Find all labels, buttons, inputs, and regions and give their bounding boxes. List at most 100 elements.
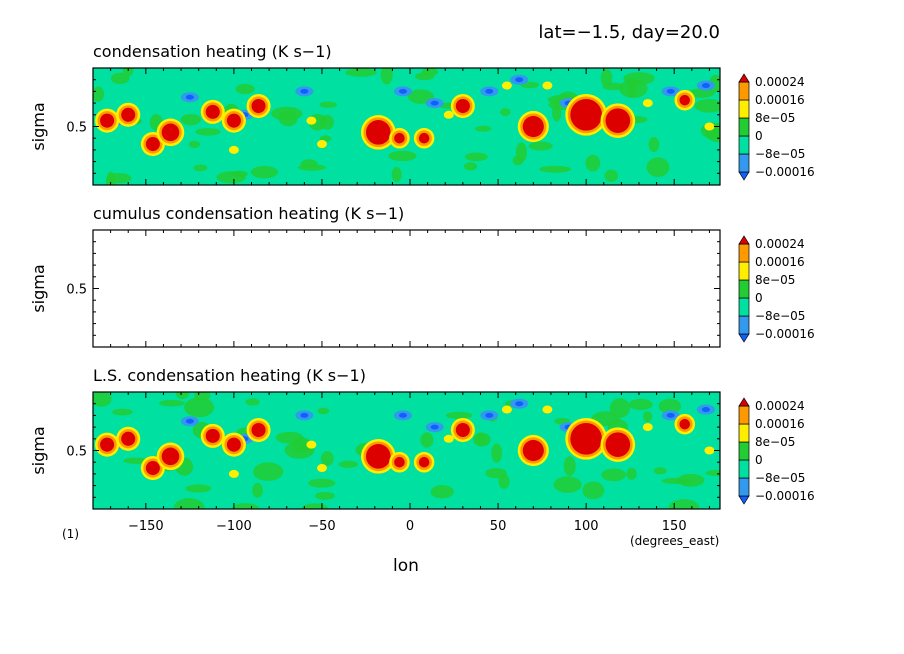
colorbar-label: 0.00024 bbox=[755, 75, 805, 89]
colorbar-segment bbox=[738, 135, 750, 155]
colorbar-segment bbox=[738, 99, 750, 119]
field-heating-core bbox=[570, 422, 602, 455]
panel-2: cumulus condensation heating (K s−1) sigm… bbox=[29, 204, 815, 348]
field-green-patch bbox=[563, 456, 576, 476]
field-heating-core bbox=[121, 107, 136, 122]
field-green-patch bbox=[184, 397, 215, 418]
field-green-patch bbox=[582, 481, 605, 500]
field-green-patch bbox=[653, 467, 667, 475]
field-green-patch bbox=[528, 141, 553, 151]
field-green-patch bbox=[420, 432, 434, 448]
field-negative-core bbox=[701, 83, 710, 89]
colorbar-segment bbox=[738, 297, 750, 317]
colorbar-label: −0.00016 bbox=[755, 489, 815, 503]
colorbar-min-arrow bbox=[738, 333, 750, 343]
x-tick-label: −50 bbox=[308, 519, 335, 534]
field-heating-core bbox=[365, 120, 391, 145]
panel-title: L.S. condensation heating (K s−1) bbox=[93, 366, 366, 385]
field-yellow-patch bbox=[228, 145, 239, 154]
field-yellow-patch bbox=[443, 434, 454, 443]
field-green-patch bbox=[539, 165, 572, 173]
colorbar-legend: 0.00024 0.00016 8e−05 0 −8e−05 −0.00016 bbox=[738, 73, 815, 181]
field-green-patch bbox=[430, 485, 454, 499]
field-yellow-patch bbox=[542, 81, 553, 90]
field-green-patch bbox=[628, 398, 653, 411]
colorbar-label: 8e−05 bbox=[755, 273, 795, 287]
colorbar-label: −8e−05 bbox=[755, 471, 805, 485]
field-green-patch bbox=[464, 152, 488, 162]
field-green-patch bbox=[319, 101, 338, 108]
colorbar-label: −0.00016 bbox=[755, 327, 815, 341]
field-heating-core bbox=[161, 123, 180, 142]
field-yellow-patch bbox=[704, 446, 715, 455]
field-green-patch bbox=[485, 467, 507, 479]
field-yellow-patch bbox=[228, 469, 239, 478]
field-green-patch bbox=[245, 398, 260, 406]
field-negative-core bbox=[485, 88, 494, 94]
field-green-patch bbox=[646, 157, 670, 177]
field-green-patch bbox=[473, 432, 491, 447]
colorbar-segment bbox=[738, 279, 750, 299]
field-green-patch bbox=[317, 407, 330, 415]
x-tick-label: 150 bbox=[662, 519, 687, 534]
field-heating-core bbox=[679, 94, 691, 106]
field-heating-core bbox=[605, 108, 631, 133]
field-green-patch bbox=[158, 399, 185, 407]
field-heating-core bbox=[100, 437, 115, 452]
field-green-patch bbox=[319, 114, 334, 130]
field-green-patch bbox=[308, 478, 336, 488]
field-green-patch bbox=[320, 451, 334, 466]
field-green-patch bbox=[388, 150, 417, 162]
field-yellow-patch bbox=[642, 423, 653, 432]
field-heating-core bbox=[205, 428, 220, 443]
field-yellow-patch bbox=[542, 405, 553, 414]
field-green-patch bbox=[193, 164, 208, 172]
colorbar-label: 8e−05 bbox=[755, 435, 795, 449]
colorbar-min-arrow bbox=[738, 171, 750, 181]
field-negative-core bbox=[185, 418, 194, 424]
y-tick-label: 0.5 bbox=[66, 445, 87, 460]
field-heating-core bbox=[100, 113, 115, 128]
y-axis-label: sigma bbox=[29, 102, 48, 150]
panel-3: L.S. condensation heating (K s−1) sigma −1… bbox=[29, 366, 815, 534]
field-green-patch bbox=[499, 108, 511, 116]
field-green-patch bbox=[93, 392, 112, 407]
colorbar-label: −0.00016 bbox=[755, 165, 815, 179]
field-green-patch bbox=[491, 443, 503, 463]
colorbar-label: 8e−05 bbox=[755, 111, 795, 125]
field-green-patch bbox=[600, 69, 613, 87]
colorbar-segment bbox=[738, 315, 750, 335]
x-axis-label: lon bbox=[393, 556, 419, 576]
field-green-patch bbox=[705, 469, 720, 477]
colorbar-segment bbox=[738, 153, 750, 173]
field-green-patch bbox=[585, 154, 601, 172]
field-green-patch bbox=[552, 103, 562, 122]
field-yellow-patch bbox=[316, 140, 327, 149]
field-green-patch bbox=[173, 498, 205, 509]
field-negative-core bbox=[701, 407, 710, 413]
field-negative-core bbox=[398, 412, 407, 418]
field-green-patch bbox=[253, 462, 284, 481]
field-heating-core bbox=[161, 447, 180, 466]
field-green-patch bbox=[475, 125, 492, 132]
field-green-patch bbox=[642, 411, 653, 422]
colorbar-max-arrow bbox=[738, 73, 750, 83]
field-negative-core bbox=[430, 424, 439, 430]
field-yellow-patch bbox=[642, 99, 653, 108]
colorbar-max-arrow bbox=[738, 397, 750, 407]
colorbar-segment bbox=[738, 261, 750, 281]
field-negative-core bbox=[300, 88, 309, 94]
field-green-patch bbox=[668, 499, 700, 509]
colorbar-label: 0.00016 bbox=[755, 93, 805, 107]
y-tick-label: 0.5 bbox=[66, 283, 87, 298]
colorbar-label: 0 bbox=[755, 291, 763, 305]
colorbar-label: 0.00016 bbox=[755, 417, 805, 431]
field-heating-core bbox=[455, 422, 470, 438]
field-yellow-patch bbox=[306, 440, 317, 449]
field-green-patch bbox=[648, 137, 660, 153]
colorbar-segment bbox=[738, 117, 750, 137]
field-heating-core bbox=[455, 98, 470, 114]
field-green-patch bbox=[515, 142, 527, 162]
field-yellow-patch bbox=[501, 405, 512, 414]
